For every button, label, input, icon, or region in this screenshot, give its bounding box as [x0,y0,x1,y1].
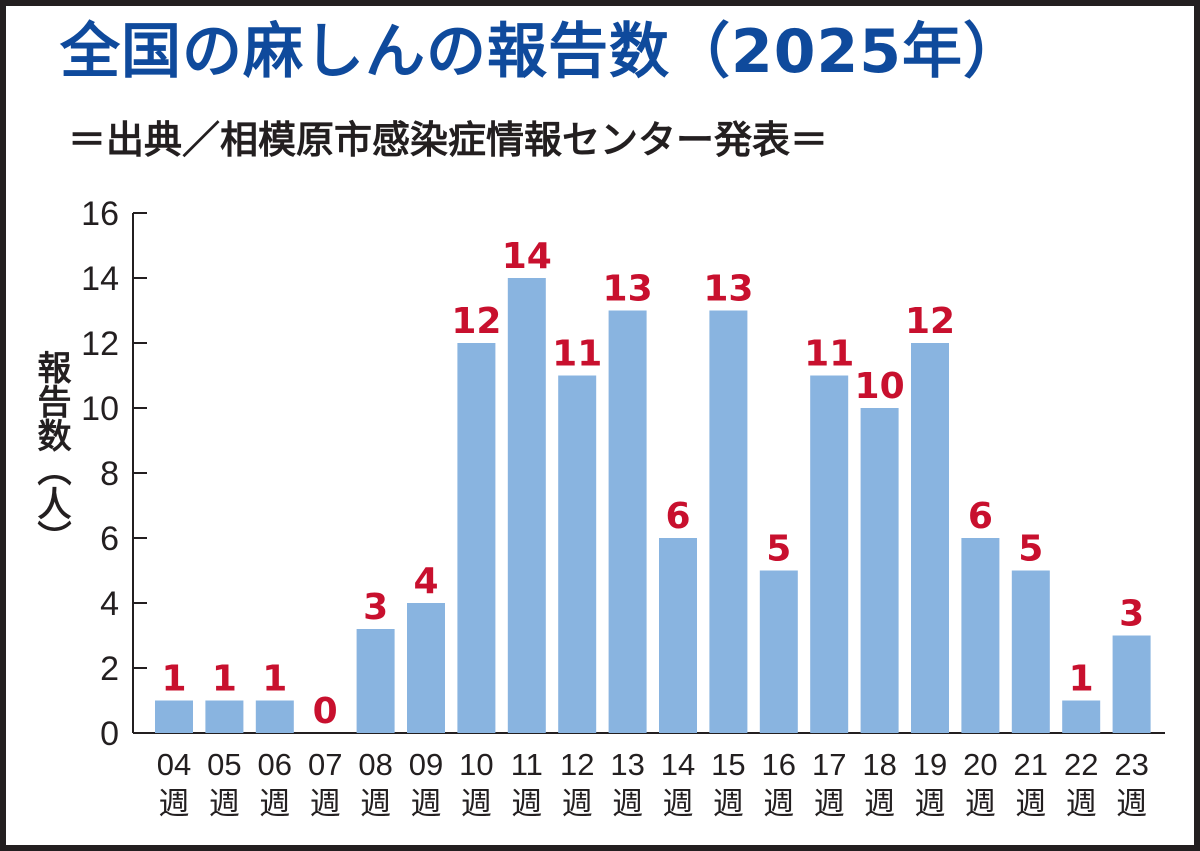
x-tick-suffix: 週 [1066,786,1097,821]
x-tick-label: 06 [258,747,292,782]
x-tick-label: 17 [812,747,846,782]
bar-value-label: 13 [603,269,653,310]
x-tick-label: 05 [207,747,241,782]
x-tick-suffix: 週 [159,786,190,821]
bar-value-label: 12 [905,301,955,342]
x-tick-suffix: 週 [461,786,492,821]
x-tick-suffix: 週 [965,786,996,821]
bar-value-label: 11 [804,334,854,375]
x-tick-label: 07 [308,747,342,782]
bar-value-label: 10 [855,366,905,407]
x-tick-suffix: 週 [713,786,744,821]
bar-value-label: 1 [161,659,186,700]
y-tick-label: 10 [81,390,119,428]
x-tick-suffix: 週 [259,786,290,821]
bar [709,310,748,733]
bar-value-label: 3 [363,587,388,628]
bar [1062,700,1101,733]
bar-value-label: 0 [313,691,338,732]
bar [961,538,1000,733]
bar [356,629,395,733]
y-axis-label: 報告数（人） [31,350,71,554]
bar-value-label: 1 [1069,659,1094,700]
bar-value-label: 3 [1119,594,1144,635]
y-tick-label: 16 [81,195,119,233]
bar [255,700,294,733]
y-tick-label: 8 [100,455,119,493]
x-tick-suffix: 週 [511,786,542,821]
y-tick-label: 14 [81,260,119,298]
x-tick-suffix: 週 [411,786,442,821]
x-tick-label: 15 [711,747,745,782]
bar [507,278,546,733]
x-tick-suffix: 週 [562,786,593,821]
x-tick-label: 22 [1064,747,1098,782]
bar [457,343,496,733]
bar [407,603,445,733]
bar [558,375,597,733]
bar-value-label: 1 [262,659,287,700]
x-tick-label: 21 [1014,747,1048,782]
bar-value-label: 14 [502,236,552,277]
bar-value-label: 13 [703,269,753,310]
x-tick-label: 04 [157,747,191,782]
x-tick-label: 08 [358,747,392,782]
x-tick-label: 16 [762,747,796,782]
bar-value-label: 6 [665,496,690,537]
x-tick-suffix: 週 [612,786,643,821]
x-tick-label: 19 [913,747,947,782]
x-tick-suffix: 週 [864,786,895,821]
bar [659,538,697,733]
bar [1011,570,1050,733]
x-tick-label: 20 [963,747,997,782]
bar-value-label: 12 [451,301,501,342]
bar-value-label: 6 [968,496,993,537]
x-tick-suffix: 週 [915,786,946,821]
x-tick-label: 09 [409,747,443,782]
bar-value-label: 4 [413,561,438,602]
y-tick-label: 4 [100,585,119,623]
y-tick-label: 12 [81,325,119,363]
bar-value-label: 5 [1018,529,1043,570]
x-tick-suffix: 週 [763,786,794,821]
bar [608,310,647,733]
bar-value-label: 5 [766,529,791,570]
x-tick-label: 14 [661,747,695,782]
bar [205,700,244,733]
bar [1112,635,1151,733]
x-tick-label: 10 [459,747,493,782]
x-tick-label: 18 [862,747,896,782]
x-tick-suffix: 週 [1116,786,1147,821]
x-tick-suffix: 週 [209,786,240,821]
y-tick-label: 2 [100,650,119,688]
chart-subtitle: ＝出典／相模原市感染症情報センター発表＝ [68,118,829,162]
bar [155,700,193,733]
bar-value-label: 1 [212,659,237,700]
x-tick-suffix: 週 [663,786,694,821]
bar [759,570,798,733]
bar-value-label: 11 [552,334,602,375]
x-tick-label: 13 [610,747,644,782]
y-tick-label: 0 [100,715,119,753]
chart-title: 全国の麻しんの報告数（2025年） [60,17,1024,87]
x-tick-label: 12 [560,747,594,782]
bar [810,375,849,733]
y-tick-label: 6 [100,520,119,558]
bar [911,343,949,733]
x-tick-label: 11 [511,747,543,782]
bar [860,408,899,733]
x-tick-suffix: 週 [310,786,341,821]
x-tick-suffix: 週 [360,786,391,821]
x-tick-suffix: 週 [1015,786,1046,821]
x-tick-suffix: 週 [814,786,845,821]
x-tick-label: 23 [1114,747,1148,782]
